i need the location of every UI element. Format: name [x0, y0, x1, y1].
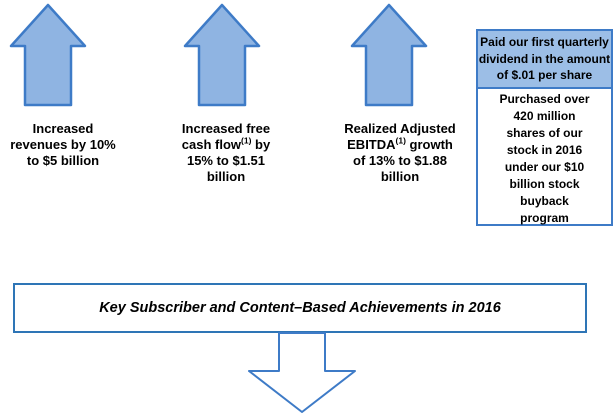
caption-line: Increased [32, 121, 94, 136]
free-cash-flow-caption: Increased free cash flow(1) by 15% to $1… [161, 121, 291, 185]
caption-line: 15% to $1.51 [186, 153, 266, 168]
dividend-note: Paid our first quarterly dividend in the… [478, 31, 611, 89]
buyback-note: Purchased over 420 million shares of our… [478, 89, 611, 227]
caption-line: to $5 billion [26, 153, 100, 168]
footnote-marker: (1) [395, 135, 406, 146]
ebitda-up-arrow-icon [350, 3, 428, 107]
panel-body-line: billion stock [509, 176, 580, 191]
revenues-caption: Increased revenues by 10% to $5 billion [0, 121, 126, 169]
panel-body-line: under our $10 [504, 159, 585, 174]
down-arrow-icon [248, 332, 356, 413]
caption-line: billion [380, 169, 420, 184]
footnote-marker: (1) [241, 135, 252, 146]
panel-header-line: Paid our first quarterly [480, 35, 609, 49]
panel-body-line: stock in 2016 [506, 142, 583, 157]
panel-header-line: dividend in the amount [478, 51, 611, 66]
caption-line: Increased free [181, 121, 271, 136]
achievements-banner: Key Subscriber and Content–Based Achieve… [13, 283, 587, 333]
caption-line: of 13% to $1.88 [353, 153, 447, 168]
caption-line: billion [206, 169, 246, 184]
caption-line: Realized Adjusted [344, 121, 456, 136]
panel-header-line: of $.01 per share [496, 68, 593, 82]
capital-return-panel: Paid our first quarterly dividend in the… [476, 29, 613, 226]
ebitda-caption: Realized Adjusted EBITDA(1) growth of 13… [331, 121, 469, 185]
banner-title: Key Subscriber and Content–Based Achieve… [99, 300, 501, 316]
revenues-up-arrow-icon [9, 3, 87, 107]
panel-body-line: Purchased over [499, 91, 590, 106]
panel-body-line: buyback [520, 193, 569, 208]
panel-body-line: program [520, 210, 569, 225]
caption-line: EBITDA(1) growth [347, 135, 453, 152]
free-cash-flow-up-arrow-icon [183, 3, 261, 107]
caption-line: cash flow(1) by [181, 135, 271, 152]
panel-body-line: 420 million [513, 108, 576, 123]
panel-body-line: shares of our [506, 125, 583, 140]
caption-line: revenues by 10% [10, 137, 116, 152]
